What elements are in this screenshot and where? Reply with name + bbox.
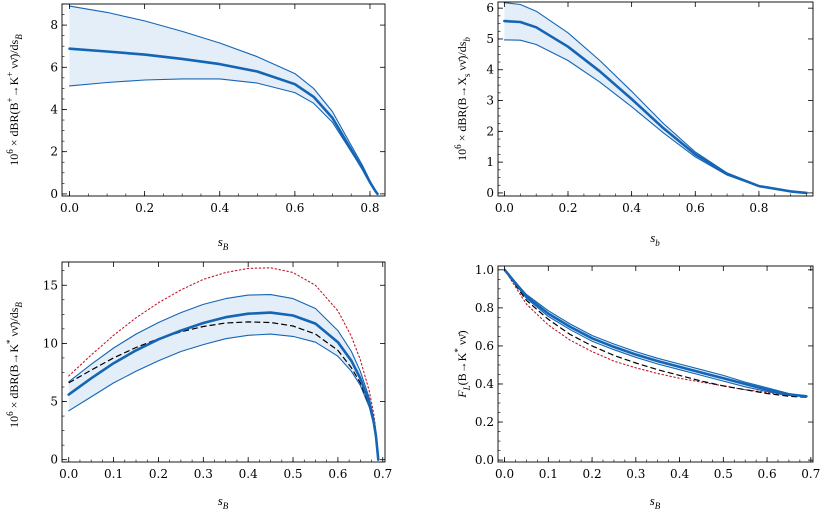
x-tick-label: 0.4 bbox=[239, 467, 258, 481]
uncertainty-band bbox=[69, 6, 378, 194]
y-tick-label: 0.6 bbox=[475, 339, 494, 353]
plot-frame bbox=[61, 3, 386, 197]
y-tick-label: 1 bbox=[486, 155, 494, 169]
x-tick-label: 0.6 bbox=[285, 201, 304, 215]
y-tick-label: 0.2 bbox=[475, 415, 494, 429]
y-tick-label: 0 bbox=[50, 453, 58, 467]
series-lower bbox=[504, 269, 807, 397]
x-axis-title: sB bbox=[650, 493, 661, 511]
series-central bbox=[68, 47, 379, 196]
y-tick-label: 3 bbox=[486, 94, 494, 108]
series-central bbox=[67, 311, 380, 461]
x-axis-title: sB bbox=[218, 493, 229, 511]
y-tick-label: 8 bbox=[50, 18, 58, 32]
x-tick-label: 0.8 bbox=[360, 201, 379, 215]
y-axis-title: 106 × dBR(B→K* νν̄)/dsB bbox=[5, 302, 24, 428]
x-tick-label: 0.6 bbox=[758, 467, 777, 481]
plot-area bbox=[68, 5, 379, 196]
x-tick-label: 0.6 bbox=[328, 467, 347, 481]
plot-area bbox=[67, 267, 380, 461]
y-tick-label: 6 bbox=[486, 1, 494, 15]
x-tick-label: 0.4 bbox=[670, 467, 689, 481]
y-tick-label: 4 bbox=[50, 102, 58, 116]
x-tick-label: 0.0 bbox=[59, 467, 78, 481]
y-tick-label: 0 bbox=[50, 187, 58, 201]
x-tick-label: 0.3 bbox=[626, 467, 645, 481]
series-upper bbox=[68, 294, 379, 461]
y-tick-label: 5 bbox=[486, 32, 494, 46]
x-tick-label: 0.6 bbox=[686, 201, 705, 215]
x-tick-label: 0.7 bbox=[801, 467, 820, 481]
y-tick-label: 10 bbox=[43, 336, 58, 350]
panel-bottom-right: FL(B→K* νν̄) sB 0.0 0.1 0.2 0.3 0.4 0.5 0.6 0.7… bbox=[453, 263, 820, 511]
y-tick-label: 1.0 bbox=[475, 263, 494, 277]
plot-area bbox=[503, 2, 808, 195]
y-tick-label: 6 bbox=[50, 60, 58, 74]
series-red-dotted bbox=[68, 267, 379, 461]
x-tick-label: 0.2 bbox=[149, 467, 168, 481]
x-tick-label: 0.7 bbox=[373, 467, 392, 481]
x-tick-label: 0.1 bbox=[539, 467, 558, 481]
x-tick-label: 0.0 bbox=[495, 467, 514, 481]
y-tick-label: 0.8 bbox=[475, 301, 494, 315]
series-red-dotted bbox=[504, 269, 807, 397]
uncertainty-band bbox=[504, 2, 807, 193]
plot-frame bbox=[61, 261, 386, 463]
plot-frame bbox=[497, 1, 814, 197]
panel-top-right: 106 × dBR(B→Xs νν̄)/dsb sb 0.0 0.2 0.4 0.6 0… bbox=[453, 1, 814, 248]
plot-area bbox=[503, 268, 808, 398]
y-axis-title: FL(B→K* νν̄) bbox=[453, 330, 472, 398]
y-tick-label: 2 bbox=[486, 124, 494, 138]
plot-frame bbox=[497, 265, 814, 463]
x-tick-label: 0.2 bbox=[558, 201, 577, 215]
y-tick-label: 0.0 bbox=[475, 453, 494, 467]
y-axis-title: 106 × dBR(B→Xs νν̄)/dsb bbox=[453, 37, 472, 161]
x-tick-label: 0.0 bbox=[60, 201, 79, 215]
panel-top-left: 106 × dBR(B+→K+ νν̄)/dsB sB 0.0 0.2 0.4 0.6… bbox=[5, 3, 386, 252]
uncertainty-band bbox=[504, 269, 807, 397]
x-tick-label: 0.8 bbox=[749, 201, 768, 215]
x-axis-title: sB bbox=[218, 234, 229, 252]
y-tick-label: 0.4 bbox=[475, 377, 494, 391]
x-tick-label: 0.5 bbox=[714, 467, 733, 481]
x-tick-label: 0.1 bbox=[104, 467, 123, 481]
series-central bbox=[503, 268, 808, 398]
x-tick-label: 0.2 bbox=[135, 201, 154, 215]
x-tick-label: 0.2 bbox=[583, 467, 602, 481]
x-axis-title: sb bbox=[650, 230, 660, 248]
y-tick-label: 0 bbox=[486, 186, 494, 200]
series-upper bbox=[504, 269, 807, 397]
panel-bottom-left: 106 × dBR(B→K* νν̄)/dsB sB 0.0 0.1 0.2 0.3 0… bbox=[5, 261, 392, 511]
series-central bbox=[503, 19, 808, 195]
uncertainty-band bbox=[68, 294, 379, 460]
y-tick-label: 5 bbox=[50, 395, 58, 409]
x-tick-label: 0.5 bbox=[283, 467, 302, 481]
series-black-dashed bbox=[504, 269, 807, 398]
x-tick-label: 0.4 bbox=[622, 201, 641, 215]
y-axis-title: 106 × dBR(B+→K+ νν̄)/dsB bbox=[5, 34, 24, 166]
y-tick-label: 15 bbox=[43, 278, 58, 292]
x-tick-label: 0.3 bbox=[194, 467, 213, 481]
y-tick-label: 4 bbox=[486, 63, 494, 77]
y-tick-label: 2 bbox=[50, 145, 58, 159]
series-lower bbox=[68, 78, 379, 195]
x-tick-label: 0.0 bbox=[495, 201, 514, 215]
x-tick-label: 0.4 bbox=[210, 201, 229, 215]
